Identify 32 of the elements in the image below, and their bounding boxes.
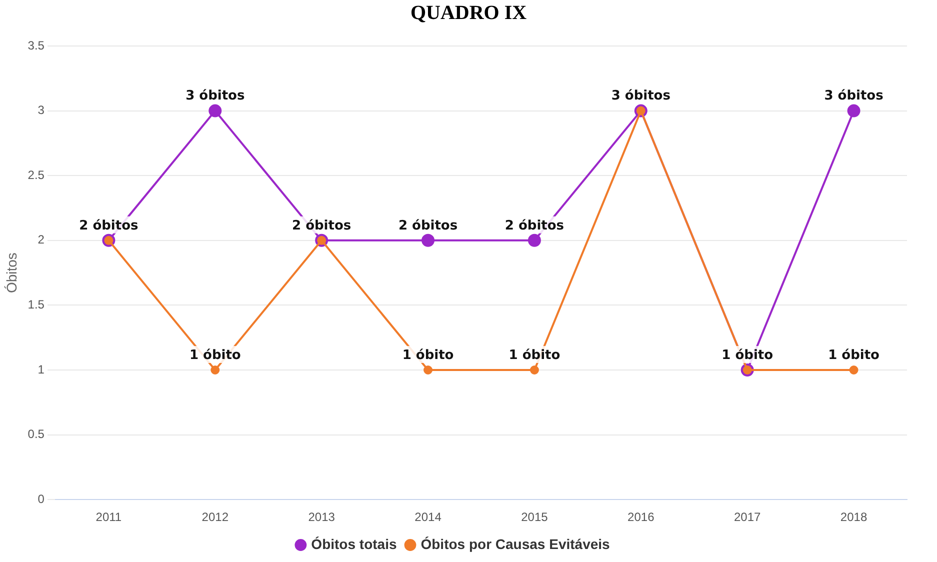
legend-label: Óbitos totais (311, 536, 397, 552)
x-tick-label: 2017 (734, 510, 762, 524)
x-tick-label: 2013 (308, 510, 336, 524)
legend-label: Óbitos por Causas Evitáveis (420, 536, 610, 552)
y-axis-title: Óbitos (3, 252, 20, 294)
data-label: 2 óbitos (79, 218, 139, 234)
y-tick-label: 1.5 (28, 298, 45, 312)
y-tick-label: 1 (38, 362, 45, 376)
data-label: 2 óbitos (292, 218, 352, 234)
x-tick-label: 2012 (202, 510, 229, 524)
data-label: 1 óbito (722, 348, 774, 363)
y-tick-label: 0 (38, 492, 45, 506)
data-label: 1 óbito (828, 348, 880, 363)
x-tick-label: 2015 (521, 510, 548, 524)
y-tick-label: 0.5 (28, 427, 45, 442)
chart-title: QUADRO IX (409, 1, 528, 26)
data-label: 3 óbitos (824, 88, 884, 104)
y-tick-label: 3.5 (28, 38, 45, 52)
y-tick-label: 3 (38, 103, 45, 118)
x-tick-label: 2014 (414, 510, 442, 524)
data-label: 2 óbitos (504, 218, 564, 234)
y-tick-label: 2 (38, 232, 45, 247)
data-label: 1 óbito (189, 348, 241, 363)
data-label: 2 óbitos (398, 218, 458, 234)
y-tick-label: 2.5 (28, 168, 45, 182)
x-tick-label: 2016 (628, 510, 655, 524)
data-label: 3 óbitos (186, 88, 245, 104)
x-tick-label: 2011 (96, 510, 122, 524)
data-label: 1 óbito (508, 348, 560, 363)
data-label: 3 óbitos (611, 88, 671, 104)
x-tick-label: 2018 (840, 510, 868, 524)
data-label: 1 óbito (402, 348, 454, 363)
